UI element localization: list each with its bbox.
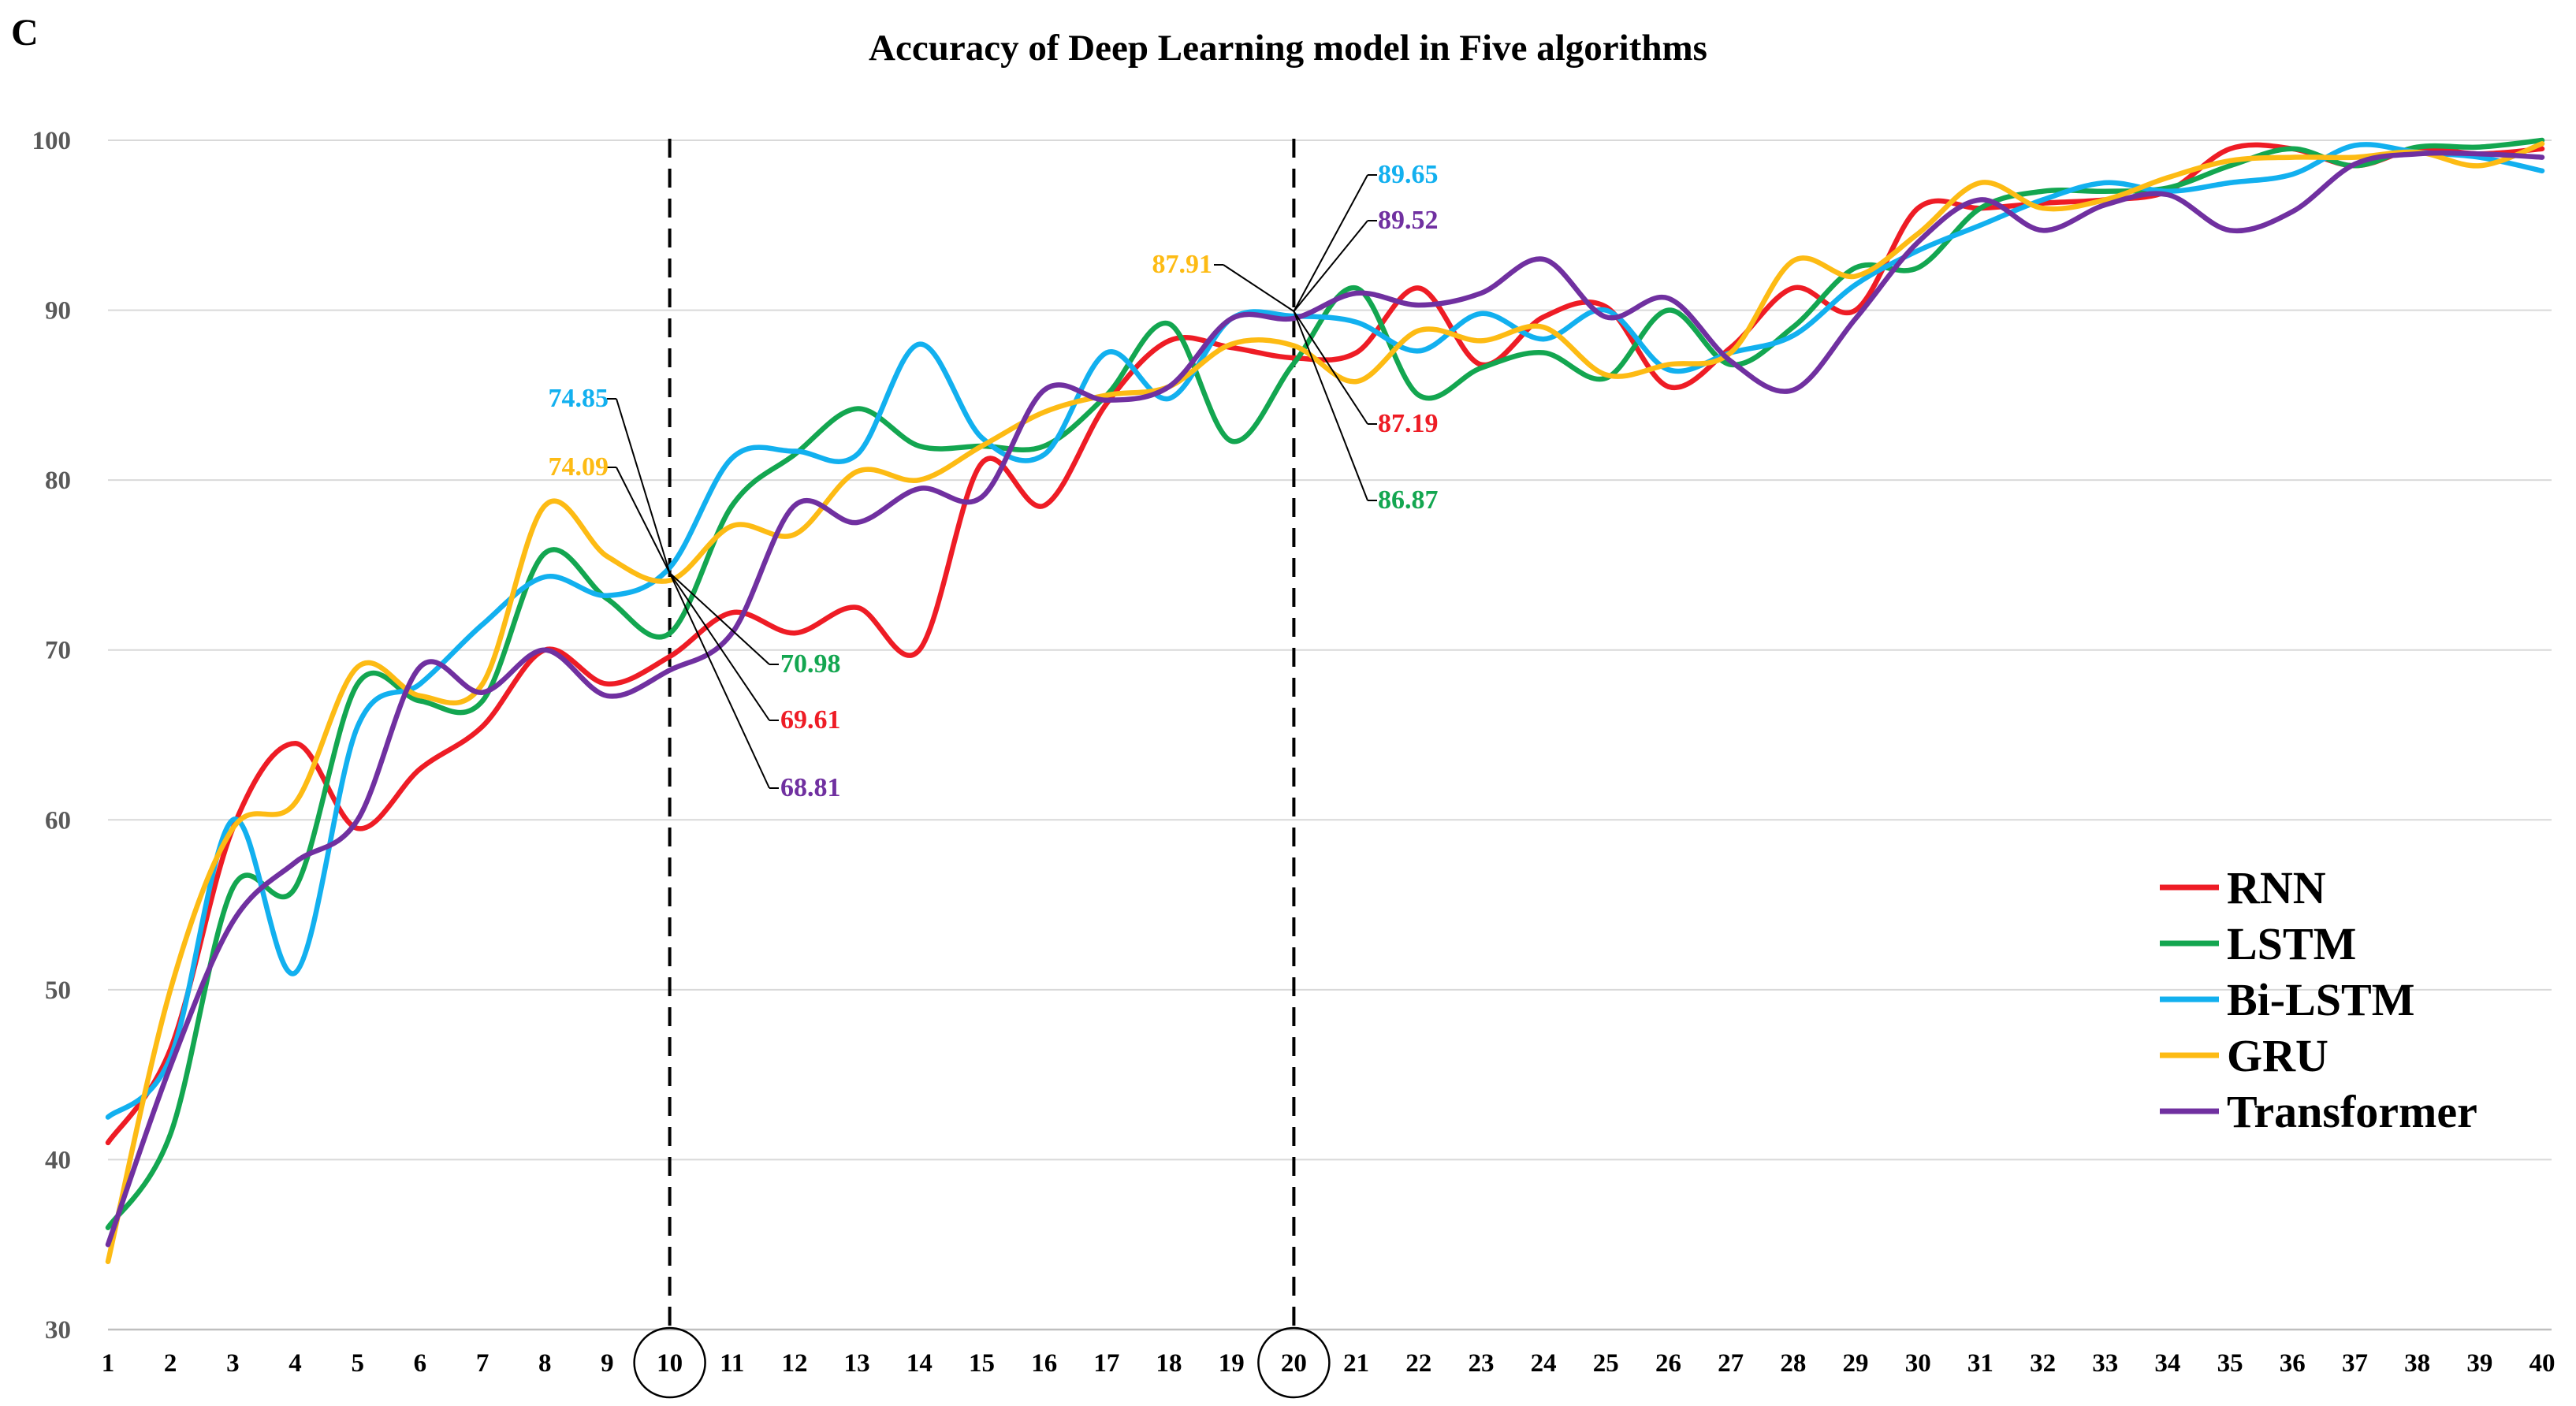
callout-leader-10-lstm (668, 572, 770, 665)
x-tick-label-15: 15 (969, 1349, 995, 1378)
grid-layer (108, 139, 2552, 1161)
annotation-label-10-lstm: 70.98 (780, 649, 841, 679)
reference-lines (668, 139, 1296, 1330)
annotation-label-20-bi-lstm: 89.65 (1378, 160, 1439, 189)
callout-leader-10-gru (616, 467, 671, 574)
x-tick-label-24: 24 (1531, 1349, 1557, 1378)
x-tick-label-40: 40 (2529, 1349, 2556, 1378)
x-tick-label-7: 7 (476, 1349, 490, 1378)
legend-label-lstm: LSTM (2227, 918, 2356, 969)
x-tick-label-35: 35 (2217, 1349, 2243, 1378)
legend-label-transformer: Transformer (2227, 1086, 2477, 1137)
legend-label-gru: GRU (2227, 1030, 2328, 1081)
x-tick-label-29: 29 (1843, 1349, 1869, 1378)
series-line-transformer (105, 150, 2545, 1248)
chart-title: Accuracy of Deep Learning model in Five … (869, 28, 1707, 69)
x-tick-label-31: 31 (1967, 1349, 1993, 1378)
callout-leader-10-rnn (668, 572, 770, 721)
x-tick-label-9: 9 (601, 1349, 614, 1378)
x-tick-label-21: 21 (1343, 1349, 1369, 1378)
callout-leader-10-transformer (668, 572, 770, 789)
x-tick-label-17: 17 (1093, 1349, 1119, 1378)
callout-leader-20-lstm (1293, 311, 1368, 501)
x-tick-label-13: 13 (844, 1349, 870, 1378)
y-tick-label-30: 30 (45, 1316, 71, 1345)
x-tick-label-10: 10 (657, 1349, 683, 1378)
x-tick-label-28: 28 (1780, 1349, 1806, 1378)
x-tick-label-34: 34 (2154, 1349, 2180, 1378)
annotation-label-20-rnn: 87.19 (1378, 409, 1439, 438)
y-tick-label-60: 60 (45, 806, 71, 835)
annotation-label-10-bi-lstm: 74.85 (549, 384, 609, 413)
y-tick-label-90: 90 (45, 297, 71, 325)
x-tick-label-25: 25 (1593, 1349, 1619, 1378)
x-tick-label-2: 2 (164, 1349, 177, 1378)
series-line-gru (105, 141, 2545, 1265)
x-tick-label-18: 18 (1156, 1349, 1182, 1378)
callout-leader-20-transformer (1293, 220, 1368, 312)
y-tick-label-40: 40 (45, 1146, 71, 1174)
y-tick-label-80: 80 (45, 467, 71, 495)
y-tick-label-70: 70 (45, 637, 71, 665)
x-tick-label-36: 36 (2280, 1349, 2306, 1378)
x-tick-label-22: 22 (1405, 1349, 1431, 1378)
x-tick-label-33: 33 (2092, 1349, 2118, 1378)
x-tick-label-11: 11 (720, 1349, 744, 1378)
x-tick-label-6: 6 (414, 1349, 427, 1378)
x-tick-label-27: 27 (1718, 1349, 1744, 1378)
x-tick-label-32: 32 (2030, 1349, 2056, 1378)
x-tick-label-14: 14 (906, 1349, 932, 1378)
callout-leader-20-gru (1223, 264, 1294, 312)
x-tick-label-20: 20 (1281, 1349, 1307, 1378)
x-tick-label-30: 30 (1905, 1349, 1931, 1378)
series-layer (105, 137, 2545, 1265)
x-tick-label-12: 12 (781, 1349, 807, 1378)
x-tick-label-38: 38 (2404, 1349, 2430, 1378)
series-line-rnn (105, 142, 2545, 1146)
legend-label-bi-lstm: Bi-LSTM (2227, 974, 2415, 1025)
series-line-lstm (105, 137, 2545, 1230)
y-tick-label-100: 100 (32, 127, 72, 155)
x-tick-circle-20 (1257, 1326, 1331, 1399)
y-tick-label-50: 50 (45, 976, 71, 1005)
annotation-label-10-transformer: 68.81 (780, 773, 841, 802)
x-tick-label-19: 19 (1219, 1349, 1245, 1378)
legend-label-rnn: RNN (2227, 862, 2326, 913)
callout-leader-10-bi-lstm (616, 398, 671, 574)
x-tick-label-16: 16 (1031, 1349, 1057, 1378)
x-tick-label-4: 4 (288, 1349, 302, 1378)
x-tick-label-1: 1 (102, 1349, 115, 1378)
panel-label: C (11, 12, 39, 54)
series-line-bi-lstm (105, 142, 2545, 1120)
annotation-label-10-rnn: 69.61 (780, 705, 841, 735)
x-tick-label-37: 37 (2342, 1349, 2368, 1378)
annotation-label-20-transformer: 89.52 (1378, 206, 1439, 235)
x-tick-label-3: 3 (226, 1349, 240, 1378)
annotation-layer: 74.85 74.09 70.98 69.61 68.81 89.65 89.52 87.91… (549, 160, 1439, 802)
callout-leader-20-rnn (1293, 311, 1368, 425)
x-tick-label-5: 5 (351, 1349, 364, 1378)
annotation-label-20-gru: 87.91 (1152, 250, 1213, 279)
x-tick-label-26: 26 (1655, 1349, 1681, 1378)
x-tick-circle-10 (633, 1326, 706, 1399)
x-tick-label-23: 23 (1468, 1349, 1494, 1378)
x-tick-label-8: 8 (538, 1349, 552, 1378)
x-tick-label-39: 39 (2466, 1349, 2492, 1378)
callout-leader-20-bi-lstm (1293, 174, 1368, 312)
annotation-label-20-lstm: 86.87 (1378, 485, 1439, 515)
annotation-label-10-gru: 74.09 (549, 452, 609, 482)
